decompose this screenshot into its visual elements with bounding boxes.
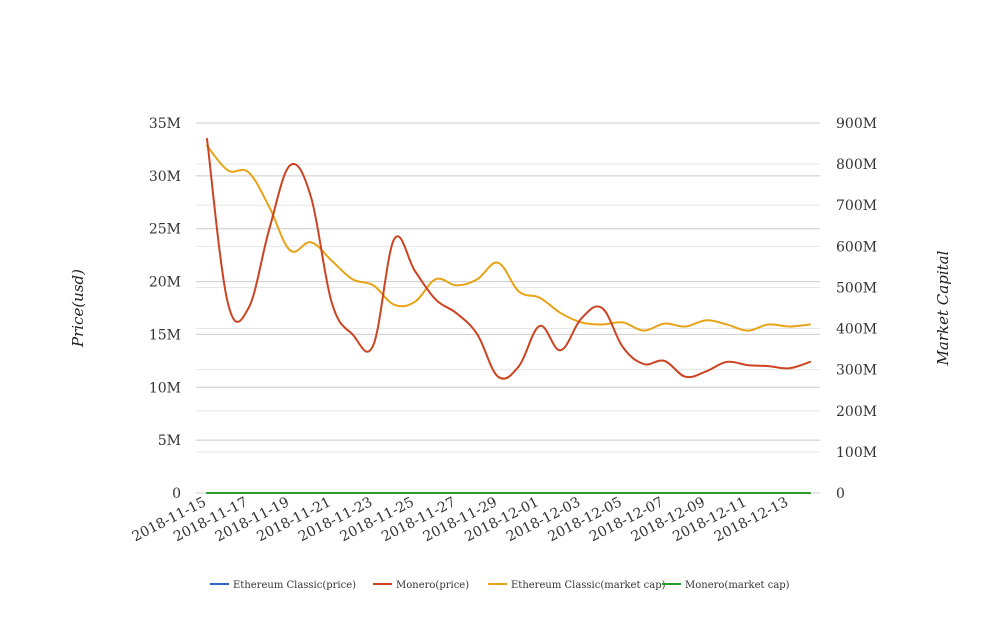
y2-tick-label: 200M: [836, 404, 877, 420]
series-line-monero-price: [206, 137, 811, 380]
y2-tick-label: 900M: [836, 116, 877, 132]
y2-tick-label: 100M: [836, 445, 877, 461]
y-tick-label: 5M: [158, 433, 181, 449]
y2-tick-label: 300M: [836, 363, 877, 379]
y-tick-label: 20M: [149, 275, 181, 291]
legend-label-monero-price: Monero(price): [396, 580, 469, 591]
y2-tick-label: 500M: [836, 280, 877, 296]
y2-tick-label: 700M: [836, 198, 877, 214]
series-layer: [206, 137, 811, 495]
legend-label-monero-market-cap: Monero(market cap): [685, 580, 790, 591]
legend-label-ethereum-classic-price: Ethereum Classic(price): [233, 580, 356, 591]
legend: Ethereum Classic(price) Monero(price) Ethe…: [210, 580, 790, 591]
y-tick-label: 15M: [149, 327, 181, 343]
legend-label-ethereum-classic-market-cap: Ethereum Classic(market cap): [511, 580, 666, 591]
y-tick-label: 25M: [149, 222, 181, 238]
y2-tick-label: 800M: [836, 157, 877, 173]
y-axis-title: Price(usd): [69, 269, 87, 348]
y2-axis-title: Market Capital: [934, 250, 952, 366]
y-tick-label: 30M: [149, 169, 181, 185]
axes: 0 5M 10M 15M 20M 25M 30M 35M 0 100M 200M 300M 400M 50…: [130, 116, 877, 545]
y2-tick-label: 0: [836, 486, 845, 502]
y2-tick-label: 600M: [836, 239, 877, 255]
y-tick-label: 35M: [149, 116, 181, 132]
series-line-ethereum-classic-market-cap: [206, 144, 811, 332]
y-tick-label: 10M: [149, 380, 181, 396]
y-tick-label: 0: [172, 486, 181, 502]
grid: [196, 122, 820, 494]
y2-tick-label: 400M: [836, 322, 877, 338]
